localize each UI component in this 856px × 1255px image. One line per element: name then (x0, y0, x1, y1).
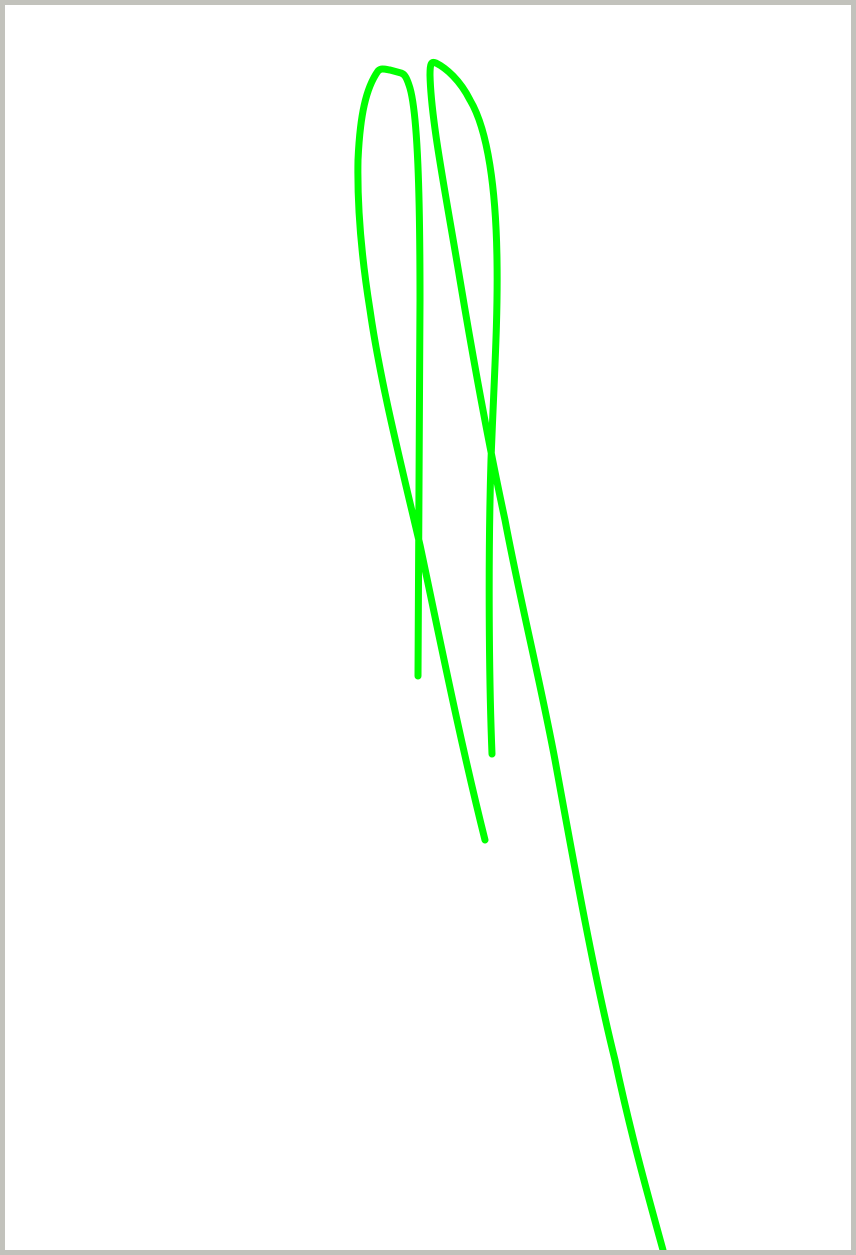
stroke (426, 58, 667, 1250)
stroke (354, 65, 489, 844)
